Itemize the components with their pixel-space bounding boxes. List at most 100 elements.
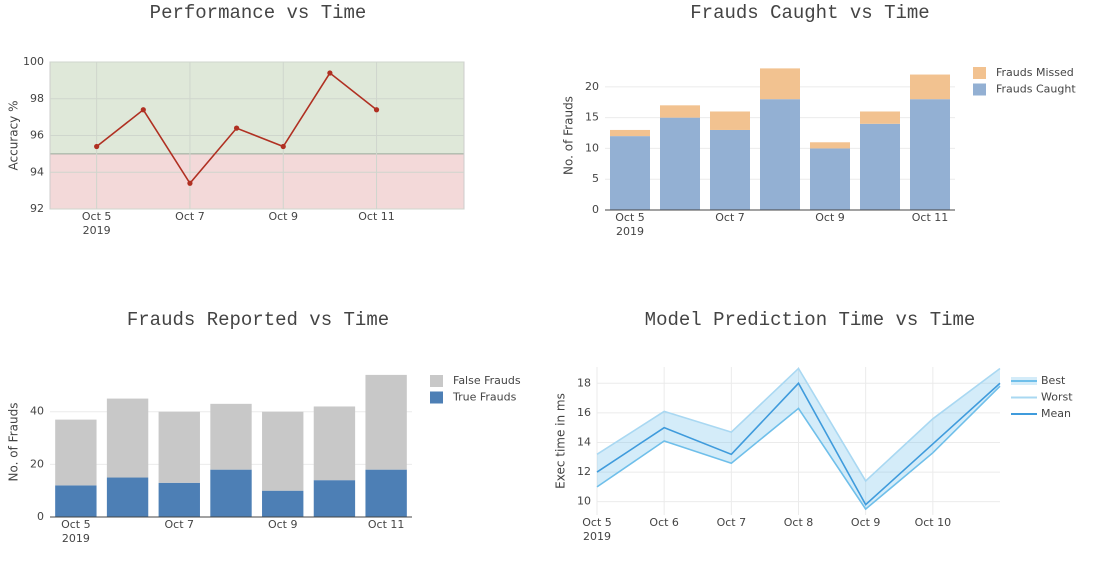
x-year-label: 2019 [583,530,611,543]
x-tick-label: Oct 5 [82,210,112,223]
chart-title: Frauds Reported vs Time [127,309,389,331]
bar-segment [210,469,252,517]
x-tick-label: Oct 9 [268,518,298,531]
y-tick-label: 14 [577,435,591,448]
legend-swatch [430,375,443,387]
bar-segment [760,99,800,210]
threshold-above-band [50,62,464,154]
bar-segment [810,142,850,149]
legend-swatch [973,83,986,96]
bar-segment [910,99,950,210]
x-year-label: 2019 [62,532,90,545]
bar-segment [710,111,750,130]
bar-segment [710,129,750,210]
y-tick-label: 12 [577,465,591,478]
y-tick-label: 98 [30,92,44,105]
y-axis-title: Exec time in ms [554,393,568,489]
y-tick-label: 40 [30,405,44,418]
bar-segment [660,117,700,210]
chart-panel: Frauds Reported vs Time No. of Frauds 0 20 4… [7,309,521,545]
chart-panel: Performance vs Time Accuracy % 92 94 96 98 100… [7,2,465,237]
point [327,70,333,76]
bar-segment [365,374,407,470]
point [233,125,240,131]
x-year-label: 2019 [616,225,644,238]
point [373,107,380,113]
bar-segment [610,129,650,137]
y-tick-label: 94 [30,165,44,178]
x-tick-label: Oct 9 [851,516,881,529]
bar-segment [313,406,356,481]
series-line [596,381,1001,506]
y-tick-label: 18 [577,376,591,389]
chart-panel: Model Prediction Time vs Time Exec time i… [554,309,1074,543]
x-tick-label: Oct 7 [715,211,745,224]
bar-segment [106,398,149,478]
legend-label: Best [1041,374,1066,387]
bar-segment [55,419,97,486]
y-tick-label: 0 [37,510,44,523]
x-tick-label: Oct 6 [649,516,679,529]
chart-title: Frauds Caught vs Time [690,2,929,24]
legend-swatch [973,67,986,79]
x-tick-label: Oct 5 [615,211,645,224]
y-tick-label: 20 [585,80,599,93]
x-tick-label: Oct 5 [582,516,612,529]
y-tick-label: 10 [585,141,599,154]
y-tick-label: 96 [30,129,44,142]
bar-segment [860,111,900,124]
y-tick-label: 10 [577,495,591,508]
y-tick-label: 15 [585,111,599,124]
y-tick-label: 100 [23,55,44,68]
bar-segment [313,480,356,517]
bar-segment [158,411,200,483]
bar-segment [810,148,850,210]
chart-panel: Frauds Caught vs Time No. of Frauds 0 5 10 15… [562,2,1077,238]
y-axis-title: No. of Frauds [7,403,21,482]
y-tick-label: 5 [592,172,599,185]
x-tick-label: Oct 11 [358,210,395,223]
x-tick-label: Oct 10 [915,516,952,529]
bar-segment [660,105,700,118]
y-axis-title: Accuracy % [7,100,21,170]
bar-segment [210,403,252,470]
legend-swatch [430,391,443,404]
bar-segment [610,136,650,210]
point [187,180,193,186]
bar-segment [262,411,304,491]
legend-label: Frauds Missed [996,66,1074,79]
x-tick-label: Oct 7 [717,516,747,529]
bar-segment [760,68,800,100]
legend-label: Worst [1041,391,1073,404]
point [140,107,146,113]
point [94,143,100,150]
bar-segment [106,477,149,517]
y-tick-label: 0 [592,203,599,216]
legend-label: False Frauds [453,374,521,387]
chart-title: Model Prediction Time vs Time [645,309,976,331]
x-year-label: 2019 [83,224,111,237]
x-tick-label: Oct 5 [61,518,91,531]
threshold-below-band [50,153,464,209]
bar-segment [365,469,407,517]
x-tick-label: Oct 11 [912,211,949,224]
bar-segment [158,482,200,517]
y-tick-label: 20 [30,457,44,470]
bar-segment [55,485,97,517]
legend-label: Mean [1041,407,1071,420]
legend-label: True Frauds [452,391,517,404]
series-line [596,367,1001,483]
y-tick-label: 16 [577,406,591,419]
x-tick-label: Oct 11 [368,518,405,531]
x-tick-label: Oct 7 [165,518,195,531]
x-tick-label: Oct 9 [815,211,845,224]
bar-segment [860,123,900,210]
chart-title: Performance vs Time [150,2,367,24]
legend-label: Frauds Caught [996,83,1076,96]
y-axis-title: No. of Frauds [562,96,576,175]
y-tick-label: 92 [30,202,44,215]
point [280,143,286,150]
x-tick-label: Oct 9 [268,210,298,223]
